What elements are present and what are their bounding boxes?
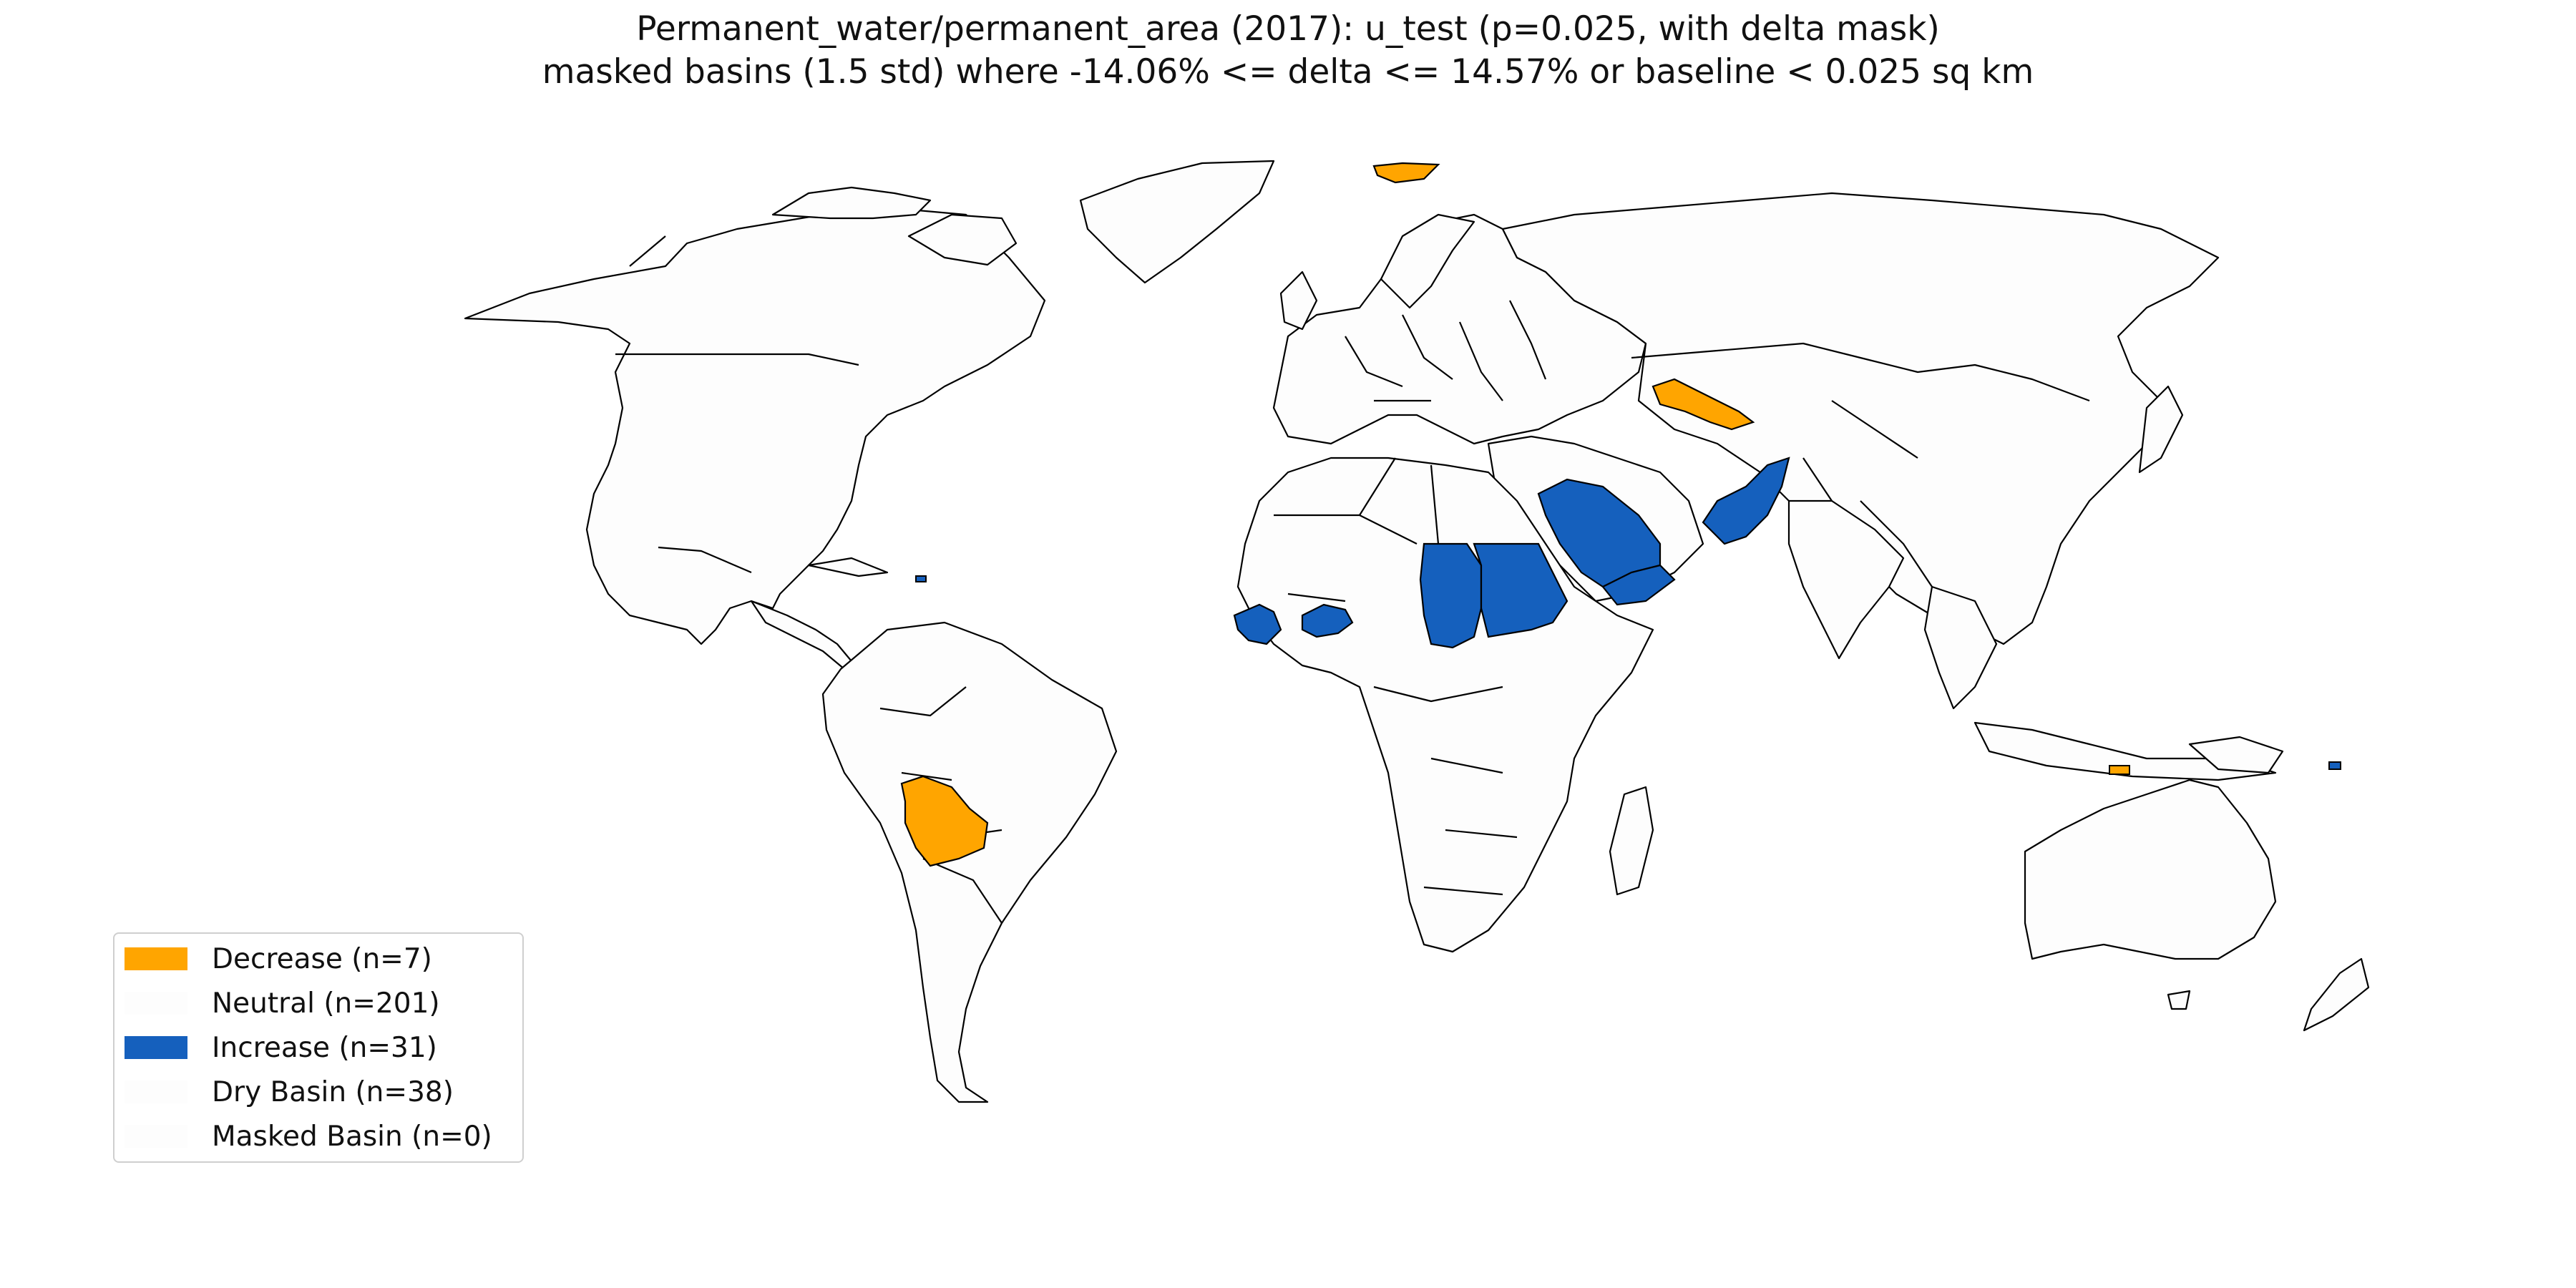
pacific-island-increase	[2328, 761, 2341, 770]
legend-item-masked-basin: Masked Basin (n=0)	[125, 1118, 492, 1154]
north-america-landmass	[464, 208, 1046, 645]
legend-swatch-increase	[125, 1036, 187, 1059]
british-isles	[1279, 270, 1318, 331]
legend-item-dry-basin: Dry Basin (n=38)	[125, 1074, 454, 1110]
svalbard-decrease	[1372, 162, 1440, 184]
legend-label-neutral: Neutral (n=201)	[212, 987, 440, 1020]
legend-label-masked-basin: Masked Basin (n=0)	[212, 1120, 492, 1153]
alaska-border	[629, 235, 666, 267]
japan	[2138, 385, 2184, 474]
chad-increase	[1419, 542, 1483, 649]
map-legend: Decrease (n=7) Neutral (n=201) Increase …	[113, 932, 524, 1163]
uzbekistan-decrease	[1652, 378, 1755, 431]
arctic-archipelago	[771, 186, 932, 220]
legend-swatch-dry-basin	[125, 1080, 187, 1103]
sudan-increase	[1473, 542, 1568, 638]
bolivia-decrease	[900, 775, 989, 867]
new-zealand	[2303, 957, 2370, 1032]
greenland	[1079, 160, 1275, 284]
indonesia	[1974, 721, 2277, 781]
legend-item-neutral: Neutral (n=201)	[125, 985, 440, 1021]
caribbean-island-increase	[915, 575, 927, 582]
legend-item-decrease: Decrease (n=7)	[125, 941, 432, 977]
south-america	[821, 621, 1118, 1103]
legend-label-dry-basin: Dry Basin (n=38)	[212, 1075, 454, 1108]
pakistan-increase	[1702, 457, 1790, 545]
south-america-borders	[879, 686, 1002, 924]
tasmania	[2167, 990, 2191, 1010]
europe-borders	[1345, 300, 1547, 402]
asia-mainland	[1501, 192, 2220, 645]
baffin-island	[907, 213, 1018, 266]
australia	[2024, 779, 2277, 960]
scandinavia	[1380, 213, 1475, 309]
madagascar	[1609, 786, 1654, 896]
cuba	[807, 557, 889, 577]
timor-decrease	[2109, 765, 2130, 775]
central-america	[750, 600, 857, 670]
legend-label-increase: Increase (n=31)	[212, 1031, 437, 1064]
india	[1787, 499, 1905, 660]
us-canada-border	[615, 353, 859, 366]
new-guinea	[2188, 736, 2284, 774]
map-title-line-2: masked basins (1.5 std) where -14.06% <=…	[542, 52, 2034, 92]
burkina-faso-increase	[1301, 603, 1354, 638]
map-title-line-1: Permanent_water/permanent_area (2017): u…	[636, 9, 1940, 49]
legend-label-decrease: Decrease (n=7)	[212, 942, 432, 975]
legend-swatch-masked-basin	[125, 1125, 187, 1148]
legend-swatch-decrease	[125, 947, 187, 970]
asia-borders	[1631, 342, 2090, 587]
yemen-increase	[1601, 564, 1676, 606]
guinea-increase	[1233, 603, 1282, 645]
us-mexico-border	[658, 546, 752, 574]
legend-swatch-neutral	[125, 992, 187, 1015]
southeast-asia	[1923, 585, 1998, 710]
legend-item-increase: Increase (n=31)	[125, 1030, 437, 1065]
